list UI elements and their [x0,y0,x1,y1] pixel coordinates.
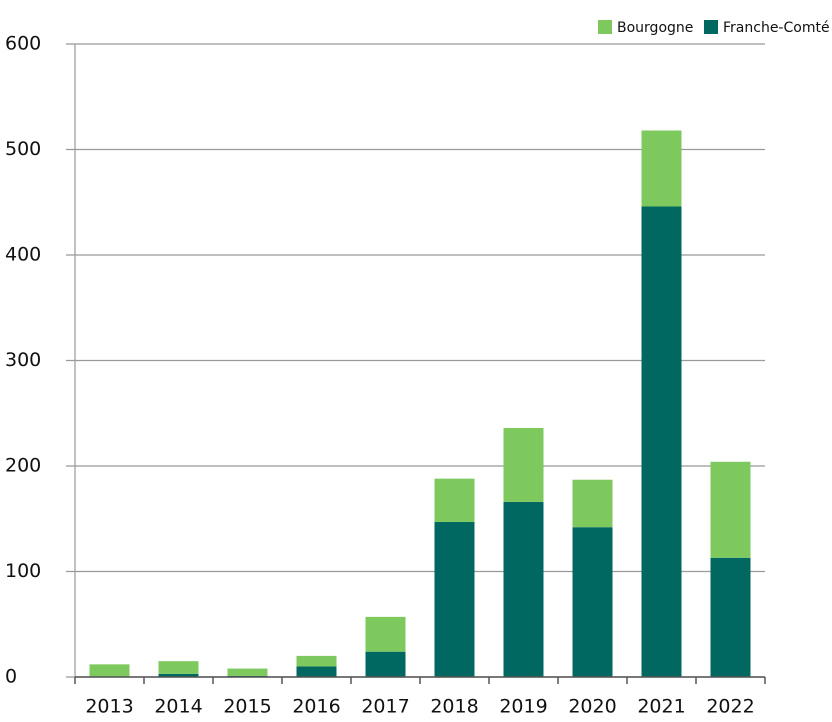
x-tick-label: 2021 [637,696,685,718]
x-tick-label: 2020 [568,696,616,718]
bar-segment [641,130,682,207]
bar-segment [641,206,682,677]
y-tick-label: 300 [5,349,41,371]
y-tick-label: 500 [5,138,41,160]
bar-segment [572,479,613,528]
bar-segment [296,666,337,677]
legend-swatch [598,20,612,34]
bar-segment [503,501,544,677]
x-tick-label: 2015 [223,696,271,718]
bar-segment [296,655,337,667]
bar-segment [710,461,751,558]
bar-segment [710,557,751,677]
bar-segment [434,478,475,522]
x-tick-label: 2018 [430,696,478,718]
y-tick-label: 600 [5,33,41,55]
y-tick-label: 0 [5,666,17,688]
bar-segment [503,428,544,502]
bar-segment [158,673,199,677]
bar-segment [434,521,475,677]
bar-segment [158,661,199,674]
x-tick-label: 2016 [292,696,340,718]
x-tick-label: 2017 [361,696,409,718]
y-tick-label: 100 [5,560,41,582]
legend-text: Bourgogne [617,20,693,36]
legend-text: Franche-Comté [723,20,830,36]
y-tick-label: 200 [5,455,41,477]
y-tick-label: 400 [5,244,41,266]
bar-segment [365,616,406,652]
legend-swatch [704,20,718,34]
x-tick-label: 2022 [706,696,754,718]
x-tick-label: 2014 [154,696,202,718]
bar-segment [89,664,130,677]
x-tick-label: 2019 [499,696,547,718]
bar-segment [365,651,406,677]
x-tick-label: 2013 [85,696,133,718]
bar-segment [227,668,268,676]
bar-segment [572,527,613,677]
